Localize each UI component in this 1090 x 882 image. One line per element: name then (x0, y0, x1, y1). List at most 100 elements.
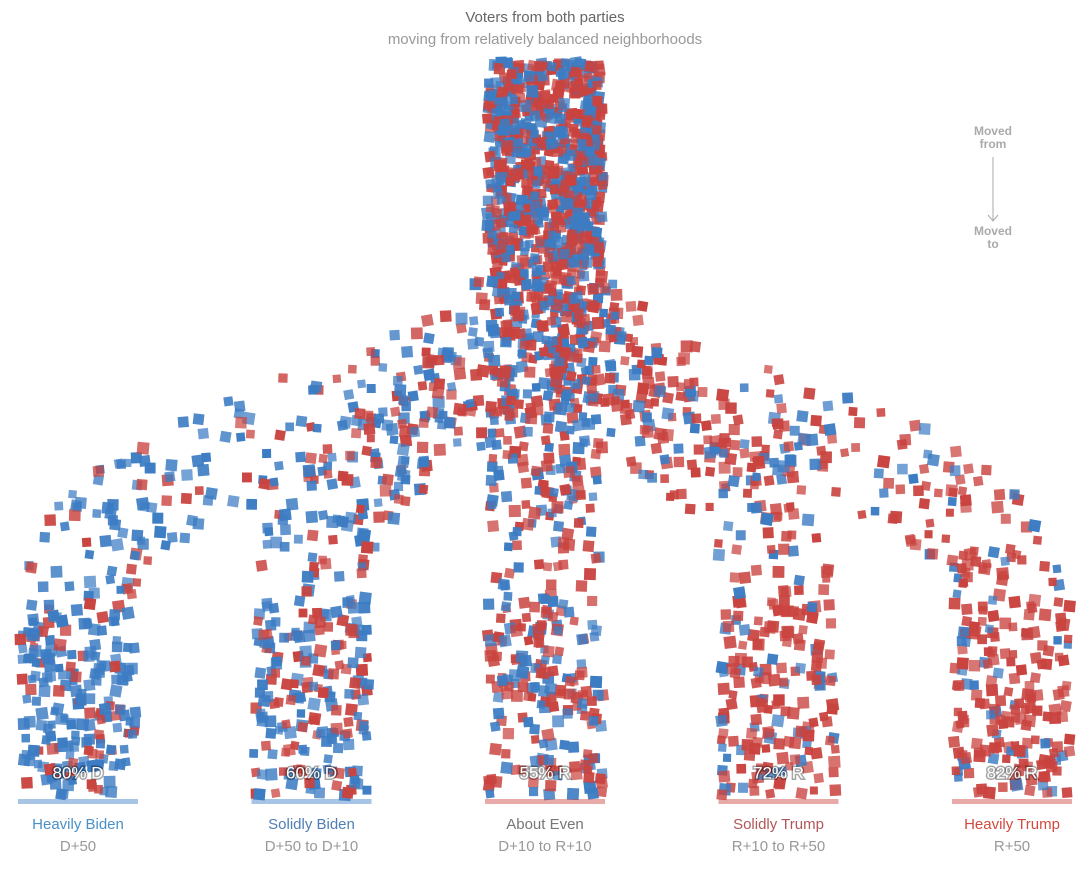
voter-dot (485, 203, 495, 213)
voter-dot (313, 643, 328, 658)
voter-dot (830, 744, 840, 754)
voter-dot (58, 670, 68, 680)
voter-dot (750, 713, 763, 726)
voter-dot (565, 425, 575, 435)
voter-dot (946, 554, 959, 567)
voter-dot (728, 689, 738, 700)
voter-dot (274, 429, 286, 441)
voter-dot (37, 625, 50, 638)
voter-dot (27, 628, 40, 642)
voter-dot (1002, 754, 1011, 764)
voter-dot (632, 400, 646, 413)
voter-dot (999, 617, 1012, 630)
voter-dot (55, 614, 69, 628)
voter-dot (500, 145, 512, 157)
voter-dot (68, 489, 77, 499)
voter-dot (343, 716, 354, 728)
voter-dot (536, 700, 546, 709)
voter-dot (401, 345, 414, 358)
voter-dot (535, 136, 549, 149)
voter-dot (493, 159, 506, 172)
voter-dot (727, 474, 740, 488)
voter-dot (25, 599, 38, 611)
voter-dot (793, 441, 803, 451)
voter-dot (186, 514, 198, 527)
voter-dot (763, 475, 775, 487)
voter-dot (606, 427, 616, 438)
voter-dot (605, 360, 617, 372)
voter-dot (398, 394, 409, 405)
voter-dot (589, 176, 600, 187)
voter-dot (407, 390, 419, 402)
voter-dot (810, 660, 823, 672)
voter-dot (330, 722, 343, 736)
voter-dot (588, 356, 598, 367)
voter-dot (503, 542, 513, 552)
voter-dot (562, 465, 576, 479)
voter-dot (249, 748, 259, 758)
voter-dot (181, 469, 193, 481)
voter-dot (528, 506, 542, 520)
voter-dot (713, 538, 723, 548)
voter-dot (356, 568, 367, 579)
voter-dot (628, 368, 641, 381)
voter-dot (306, 480, 317, 491)
voter-dot (732, 414, 744, 426)
voter-dot (644, 355, 654, 366)
voter-dot (17, 717, 30, 730)
voter-dot (476, 427, 488, 439)
voter-dot (987, 595, 998, 605)
voter-dot (773, 374, 785, 386)
voter-dot (559, 739, 570, 751)
voter-dot (311, 767, 322, 779)
voter-dot (421, 347, 431, 357)
voter-dot (307, 552, 318, 563)
voter-dot (755, 763, 768, 775)
voter-dot (341, 473, 354, 486)
voter-dot (602, 393, 615, 406)
voter-dot (76, 718, 90, 731)
voter-dot (68, 741, 80, 753)
voter-dot (540, 655, 550, 665)
voter-dot (496, 86, 509, 99)
voter-dot (347, 364, 357, 374)
voter-dot (735, 530, 746, 541)
voter-dot (889, 510, 903, 524)
voter-dot (520, 477, 532, 489)
voter-dot (977, 616, 987, 626)
voter-dot (503, 591, 513, 601)
voter-dot (559, 483, 572, 496)
voter-dot (398, 425, 412, 438)
voter-dot (788, 605, 799, 617)
voter-dot (492, 707, 505, 720)
voter-dot (848, 406, 858, 417)
voter-dot (563, 500, 574, 511)
voter-dot (596, 103, 608, 115)
voter-dot (418, 464, 431, 477)
voter-dot (592, 63, 606, 77)
voter-dot (1000, 513, 1011, 524)
voter-dot (825, 675, 837, 687)
voter-dot (488, 89, 499, 100)
voter-dot (569, 761, 581, 773)
voter-dot (581, 114, 594, 127)
voter-dot (570, 87, 582, 99)
voter-dot (479, 299, 491, 311)
voter-dot (369, 448, 381, 459)
voter-dot (446, 350, 457, 362)
voter-dot (532, 166, 543, 177)
voter-dot (581, 257, 593, 268)
voter-dot (957, 643, 968, 655)
voter-dot (728, 423, 740, 436)
voter-dot (926, 453, 940, 467)
column-base (251, 799, 372, 804)
voter-dot (725, 402, 737, 414)
voter-dot (924, 530, 933, 539)
voter-dot (501, 57, 514, 69)
voter-dot (433, 378, 446, 390)
voter-dot (504, 244, 516, 256)
voter-dot (667, 376, 679, 388)
voter-dot (786, 502, 795, 511)
voter-dot (360, 540, 374, 554)
voter-dot (129, 716, 141, 728)
